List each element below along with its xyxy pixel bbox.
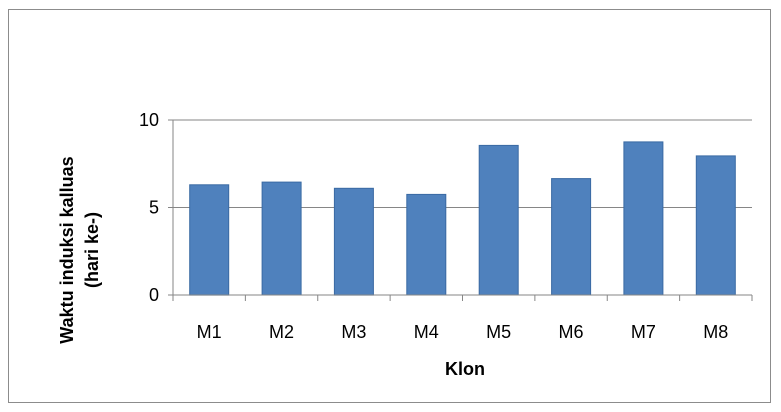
bar (189, 184, 230, 296)
y-axis-title-line1: Waktu induksi kalluas (57, 156, 77, 343)
x-tick-label: M8 (703, 322, 728, 342)
bar (551, 178, 592, 296)
x-tick-label: M2 (269, 322, 294, 342)
y-axis-title-line2: (hari ke-) (82, 212, 102, 288)
y-tick-label: 10 (139, 110, 159, 130)
bar (333, 187, 374, 296)
axes (168, 119, 753, 301)
x-tick-label: M6 (559, 322, 584, 342)
bar (695, 155, 736, 296)
y-tick-label: 0 (149, 285, 159, 305)
y-axis-title-group: Waktu induksi kalluas (hari ke-) (57, 156, 102, 343)
tick-labels: 0 5 10 M1 M2 M3 M4 M5 M6 M7 M8 (139, 110, 728, 342)
x-tick-label: M7 (631, 322, 656, 342)
bar (623, 141, 664, 296)
y-tick-label: 5 (149, 198, 159, 218)
x-tick-label: M5 (486, 322, 511, 342)
x-axis-title: Klon (445, 359, 485, 379)
x-tick-label: M1 (197, 322, 222, 342)
x-tick-label: M4 (414, 322, 439, 342)
bar (261, 181, 302, 296)
bars (189, 141, 736, 296)
x-tick-label: M3 (341, 322, 366, 342)
bar (406, 193, 447, 296)
gridlines (173, 119, 752, 208)
bar (478, 144, 519, 296)
